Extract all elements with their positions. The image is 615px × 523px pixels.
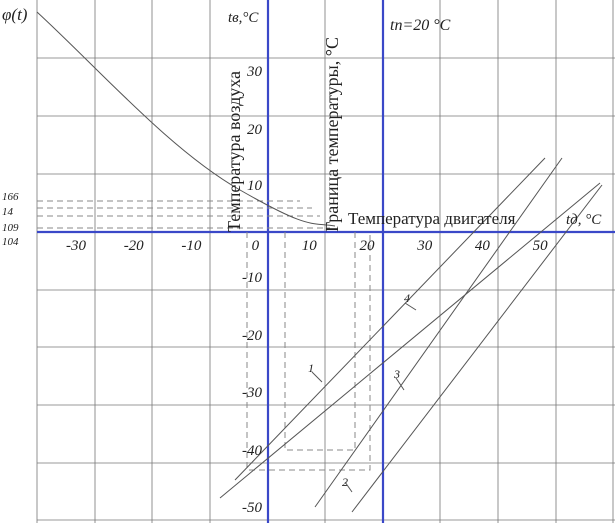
x-tick-label: 10 <box>302 238 318 254</box>
coefficient-guides <box>37 200 330 229</box>
line-label: 3 <box>393 367 400 381</box>
x-tick-label: -20 <box>124 238 144 254</box>
projection-guides <box>246 232 371 471</box>
x-tick-label: -10 <box>181 238 201 254</box>
y-tick-label: -30 <box>242 385 262 401</box>
engine-caption: Температура двигателя <box>348 209 516 228</box>
coefficient-label: 109 <box>2 222 19 234</box>
characteristic-lines <box>219 157 603 513</box>
x-tick-label: 30 <box>416 238 433 254</box>
coefficient-label: 104 <box>2 236 19 248</box>
x-tick-label: -30 <box>66 238 86 254</box>
phi-curve <box>36 11 336 227</box>
y-tick-label: -40 <box>242 443 262 459</box>
x-tick-label: 0 <box>252 238 260 254</box>
x-tick-label: 40 <box>475 238 491 254</box>
x-tick-label: 50 <box>533 238 549 254</box>
x-tick-label: 20 <box>360 238 376 254</box>
air-axis-label: tв,°C <box>228 10 259 26</box>
y-tick-label: 10 <box>247 178 263 194</box>
threshold-label: tп=20 °C <box>390 17 451 34</box>
engine-axis-label: tд, °C <box>566 212 602 228</box>
line-label: 4 <box>404 291 410 305</box>
line-label: 2 <box>342 475 348 489</box>
y-tick-label: -50 <box>242 500 262 516</box>
coefficient-label: 14 <box>2 206 14 218</box>
line-label: 1 <box>308 361 314 375</box>
coefficient-label: 166 <box>2 191 19 203</box>
y-tick-label: 20 <box>247 122 263 138</box>
grid <box>36 0 615 523</box>
tick-labels: -30 -20 -10 0 10 20 30 40 50 30 20 10 -10 -20 -30 -40 -5… <box>2 64 548 516</box>
y-tick-label: -20 <box>242 328 262 344</box>
y-tick-label: 30 <box>246 64 263 80</box>
boundary-rotated-label: Граница температуры, °C <box>322 37 342 232</box>
y-tick-label: -10 <box>242 270 262 286</box>
function-label: φ(t) <box>2 5 28 24</box>
air-rotated-label: Температура воздуха <box>224 71 244 232</box>
